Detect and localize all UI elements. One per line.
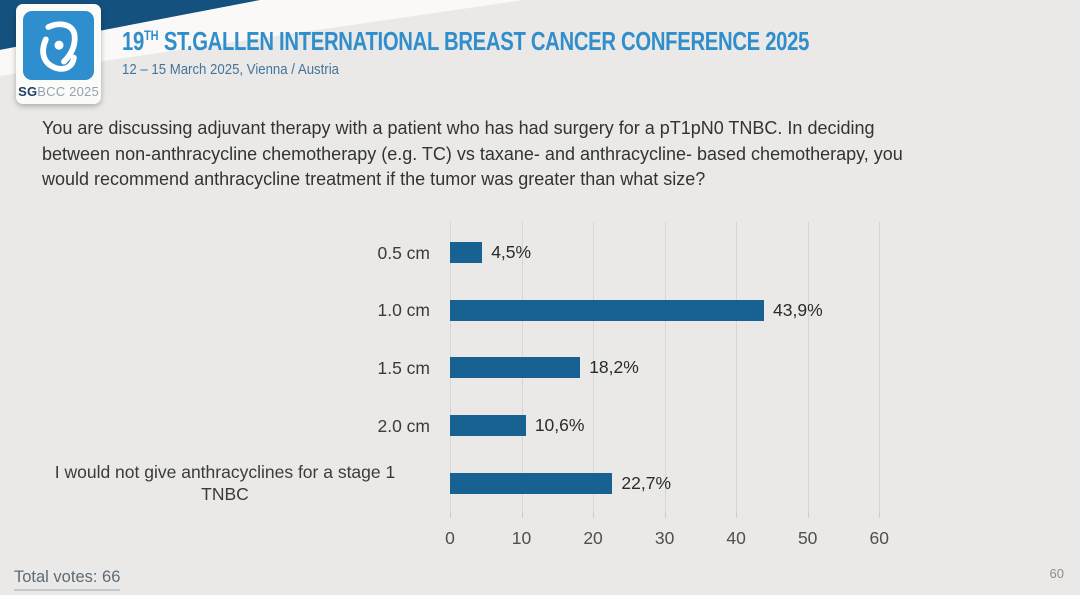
breast-brushstroke-icon: [23, 11, 94, 80]
gridline: [736, 222, 738, 512]
category-label: I would not give anthracyclines for a st…: [54, 462, 396, 505]
title-superscript: TH: [143, 27, 159, 43]
gridline: [807, 222, 809, 512]
title-number: 19: [122, 26, 144, 56]
bar-track: 43,9%: [450, 299, 915, 321]
x-tick-label: 20: [583, 528, 603, 548]
axis-tick: [736, 512, 738, 518]
conference-title: 19TH ST.GALLEN INTERNATIONAL BREAST CANC…: [122, 26, 809, 57]
title-rest: ST.GALLEN INTERNATIONAL BREAST CANCER CO…: [158, 26, 810, 56]
x-axis: 0 10 20 30 40 50 60: [445, 520, 915, 550]
gridline: [593, 222, 595, 512]
x-tick-label: 50: [797, 528, 818, 548]
chart-row: 0.5 cm 4,5%: [20, 224, 1060, 282]
logo-prefix: SG: [18, 84, 38, 99]
gridline: [664, 222, 666, 512]
total-votes: Total votes: 66: [14, 568, 121, 591]
chart-row: 1.5 cm 18,2%: [20, 339, 1060, 397]
value-label: 18,2%: [589, 357, 639, 378]
value-label: 43,9%: [773, 299, 823, 320]
x-tick-label: 40: [726, 528, 746, 548]
category-label: 1.0 cm: [377, 300, 430, 321]
x-tick-label: 10: [511, 528, 532, 548]
sgbcc-logo: SGBCC 2025: [16, 4, 101, 104]
axis-tick: [879, 512, 881, 518]
value-label: 22,7%: [621, 472, 672, 493]
axis-tick: [593, 512, 595, 518]
chart-row: 2.0 cm 10,6%: [20, 397, 1060, 455]
logo-label: SGBCC 2025: [16, 84, 101, 99]
category-label: 1.5 cm: [377, 357, 430, 378]
bar-track: 22,7%: [450, 472, 915, 494]
chart-rows: 0.5 cm 4,5% 1.0 cm 43,9% 1.5 cm 18,2% 2.0 cm 10…: [20, 224, 1060, 512]
gridline: [879, 222, 881, 512]
bar: [450, 472, 613, 494]
poll-question: You are discussing adjuvant therapy with…: [42, 118, 903, 189]
x-tick-label: 0: [445, 528, 455, 548]
x-tick-label: 30: [654, 528, 675, 548]
bar: [450, 357, 581, 379]
bar-track: 18,2%: [450, 357, 915, 379]
value-label: 10,6%: [534, 415, 585, 436]
axis-tick: [664, 512, 666, 518]
bar: [450, 299, 765, 321]
bar: [450, 415, 526, 437]
bar-track: 10,6%: [450, 415, 915, 437]
conference-dates: 12 – 15 March 2025, Vienna / Austria: [122, 61, 339, 78]
chart-row: 1.0 cm 43,9%: [20, 282, 1060, 340]
chart-row: I would not give anthracyclines for a st…: [20, 454, 1060, 512]
x-tick-label: 60: [869, 528, 889, 548]
logo-suffix: BCC 2025: [37, 84, 99, 99]
axis-tick: [521, 512, 523, 518]
value-label: 4,5%: [491, 242, 532, 263]
poll-bar-chart: 0.5 cm 4,5% 1.0 cm 43,9% 1.5 cm 18,2% 2.0 cm 10…: [20, 222, 1060, 554]
axis-tick: [807, 512, 809, 518]
page-number: 60: [1049, 566, 1064, 581]
category-label: 2.0 cm: [377, 415, 430, 436]
category-label: 0.5 cm: [377, 242, 430, 263]
bar-track: 4,5%: [450, 242, 915, 264]
bar: [450, 242, 483, 264]
axis-tick: [450, 512, 451, 518]
